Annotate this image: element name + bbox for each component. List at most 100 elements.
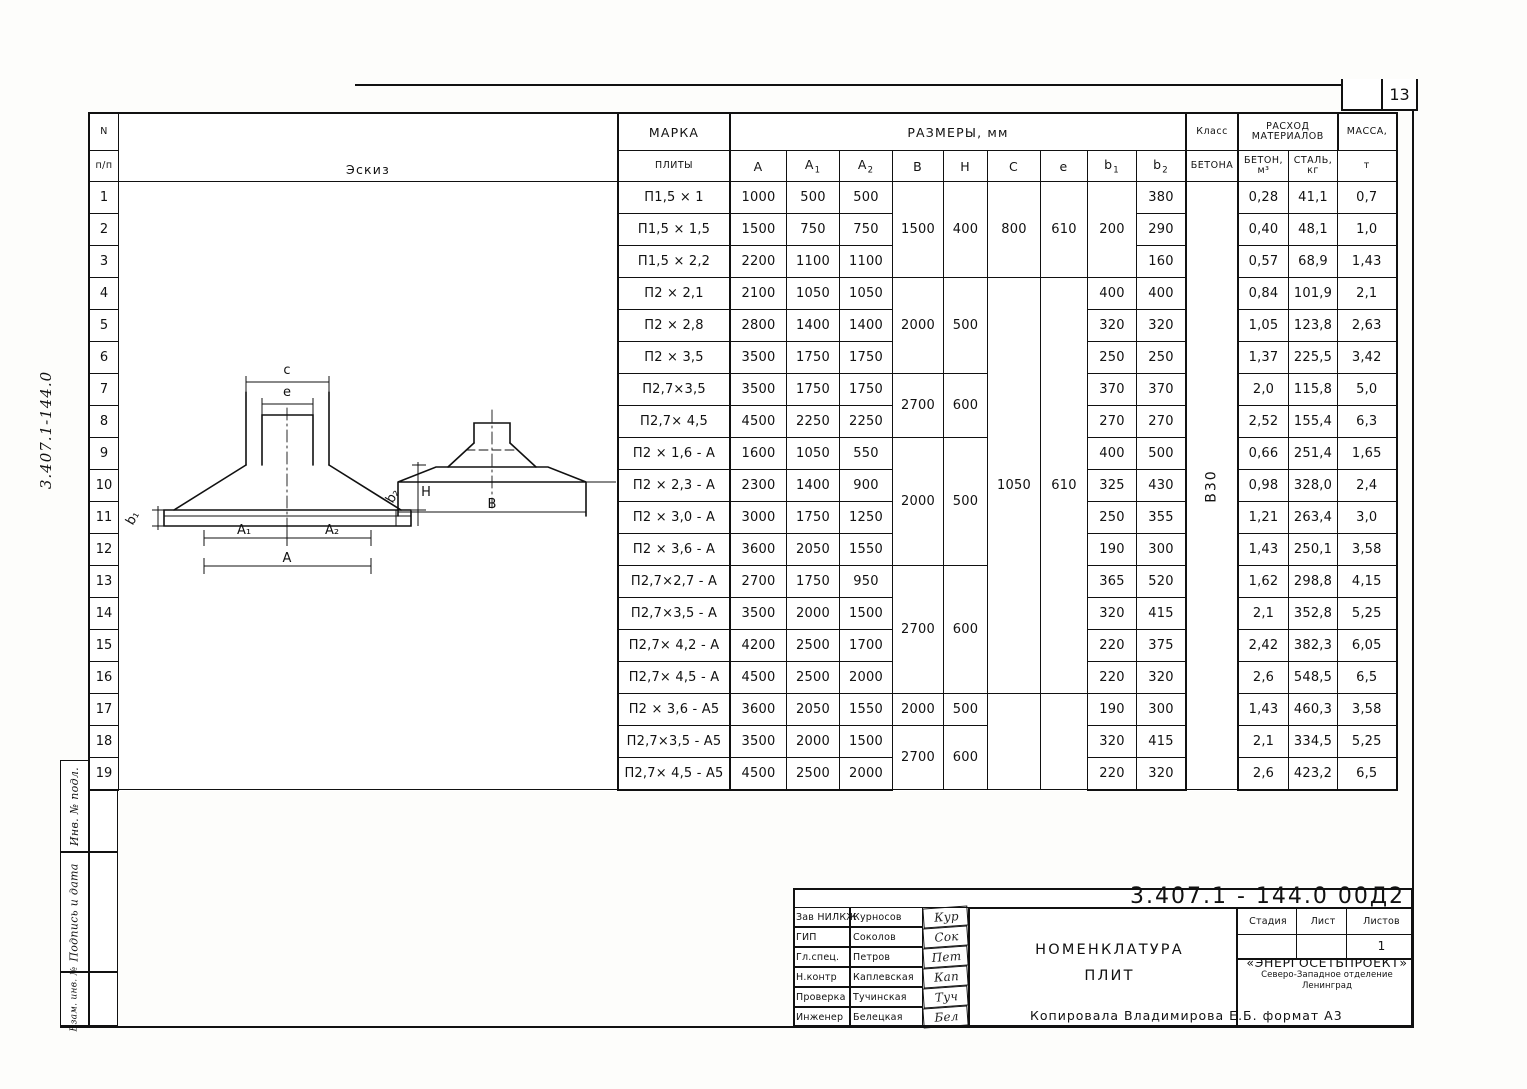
cell-H: 600 [943, 725, 988, 790]
cell-A1: 1100 [786, 245, 840, 278]
cell-np: 15 [88, 629, 119, 662]
th-b2: b2 [1136, 150, 1187, 182]
cell-H: 400 [943, 181, 988, 278]
cell-mass: 3,58 [1337, 533, 1398, 566]
cell-mass: 0,7 [1337, 181, 1398, 214]
table-row: 11 П2 × 3,0 - А 3000 1750 1250 250 355 1,21 263,… [88, 501, 1398, 534]
th-class: Класс [1185, 112, 1239, 151]
cell-np: 7 [88, 373, 119, 406]
cell-A1: 2500 [786, 629, 840, 662]
cell-B: 2000 [892, 437, 944, 566]
cell-b2: 370 [1136, 373, 1187, 406]
table-body: 1 П1,5 × 1 1000 500 500 1500 400 800 610 200 380 В3… [88, 181, 1398, 791]
tb-role-3: Н.контр [793, 967, 850, 987]
cell-A2: 1750 [839, 341, 893, 374]
th-B: B [892, 150, 944, 182]
cell-A2: 750 [839, 213, 893, 246]
tb-name-4: Тучинская [850, 987, 923, 1007]
frame-top-edge [355, 84, 1414, 86]
cell-A2: 1550 [839, 533, 893, 566]
th-mark-sub: ПЛИТЫ [617, 150, 731, 182]
cell-mass: 6,3 [1337, 405, 1398, 438]
cell-steel: 423,2 [1288, 757, 1338, 791]
cell-b2: 290 [1136, 213, 1187, 246]
tb-signature-5: Бел [922, 1005, 969, 1029]
tb-name-5: Белецкая [850, 1007, 923, 1027]
cell-b2: 270 [1136, 405, 1187, 438]
cell-mass: 5,25 [1337, 725, 1398, 758]
cell-B: 2700 [892, 725, 944, 790]
cell-steel: 225,5 [1288, 341, 1338, 374]
cell-A: 4200 [729, 629, 787, 662]
cell-concrete: 1,37 [1237, 341, 1289, 374]
cell-A1: 2500 [786, 757, 840, 791]
tb-name-1: Соколов [850, 927, 923, 947]
table-row: 13 П2,7×2,7 - А 2700 1750 950 2700 600 365 520 1,… [88, 565, 1398, 694]
cell-A2: 1500 [839, 597, 893, 630]
title-block-outline [793, 888, 1413, 1027]
cell-B: 2700 [892, 565, 944, 694]
cell-H: 500 [943, 277, 988, 374]
tb-divider-stage-2 [1346, 907, 1347, 958]
cell-mark: П2,7× 4,2 - А [617, 629, 731, 662]
cell-A2: 1750 [839, 373, 893, 406]
cell-A1: 1400 [786, 309, 840, 342]
organization-city: Ленинград [1301, 980, 1353, 991]
cell-A1: 2250 [786, 405, 840, 438]
cell-A1: 1050 [786, 437, 840, 470]
cell-A: 3500 [729, 725, 787, 758]
cell-b2: 355 [1136, 501, 1187, 534]
title-block: Зав НИЛКЖ Курносов Кур ГИП Соколов Сок Гл.спец… [793, 888, 1413, 1029]
cell-A1: 2050 [786, 533, 840, 566]
cell-b1: 400 [1087, 277, 1137, 310]
cell-np: 18 [88, 725, 119, 758]
th-H: H [943, 150, 988, 182]
cell-steel: 41,1 [1288, 181, 1338, 214]
cell-A2: 2000 [839, 661, 893, 694]
cell-A2: 550 [839, 437, 893, 470]
table-row: 7 П2,7×3,5 3500 1750 1750 2700 600 370 370 2,0 115… [88, 373, 1398, 438]
th-e: e [1040, 150, 1088, 182]
drawing-code-text: 3.407.1-144.0 [37, 370, 56, 490]
cell-steel: 328,0 [1288, 469, 1338, 502]
cell-A: 4500 [729, 405, 787, 438]
cell-e: 610 [1040, 181, 1088, 278]
cell-A1: 2050 [786, 693, 840, 726]
cell-A1: 1400 [786, 469, 840, 502]
stamp-cell-inv: Инв. № подл. [60, 760, 89, 852]
table-row: 19 П2,7× 4,5 - А5 4500 2500 2000 220 320 2,6 423… [88, 757, 1398, 791]
table-row: 8 П2,7× 4,5 4500 2250 2250 270 270 2,52 155,4 6,3 [88, 405, 1398, 438]
cell-mass: 1,43 [1337, 245, 1398, 278]
stage-value [1236, 935, 1298, 957]
cell-mark: П2 × 3,6 - А5 [617, 693, 731, 726]
tb-divider-top [793, 907, 968, 908]
cell-B: 2700 [892, 373, 944, 438]
cell-b2: 500 [1136, 437, 1187, 470]
table-row: 2 П1,5 × 1,5 1500 750 750 290 0,40 48,1 1,0 [88, 213, 1398, 246]
cell-mark: П2,7× 4,5 - А5 [617, 757, 731, 791]
cell-A1: 1750 [786, 341, 840, 374]
cell-A2: 1500 [839, 725, 893, 758]
cell-A: 3500 [729, 341, 787, 374]
stamp-cell-blank-3 [89, 972, 118, 1026]
cell-A: 2300 [729, 469, 787, 502]
cell-mass: 1,0 [1337, 213, 1398, 246]
cell-b1: 190 [1087, 533, 1137, 566]
cell-mark: П2 × 3,0 - А [617, 501, 731, 534]
cell-A: 2700 [729, 565, 787, 598]
cell-concrete: 0,66 [1237, 437, 1289, 470]
cell-b2: 415 [1136, 725, 1187, 758]
cell-b2: 300 [1136, 533, 1187, 566]
cell-steel: 460,3 [1288, 693, 1338, 726]
cell-steel: 155,4 [1288, 405, 1338, 438]
sheet-header: Лист [1310, 915, 1336, 927]
header-row-1: N Эскиз МАРКА РАЗМЕРЫ, мм Класс РАС [88, 112, 1398, 182]
cell-concrete: 0,57 [1237, 245, 1289, 278]
cell-mark: П2 × 2,3 - А [617, 469, 731, 502]
drawing-title: НОМЕНКЛАТУРА ПЛИТ [1022, 937, 1197, 989]
th-materials-group: РАСХОД МАТЕРИАЛОВ [1237, 112, 1338, 151]
table-row: 9 П2 × 1,6 - А 1600 1050 550 2000 500 400 500 0,6… [88, 437, 1398, 566]
cell-steel: 263,4 [1288, 501, 1338, 534]
copier-line: Копировала Владимирова Е.Б. формат А3 [1030, 1008, 1343, 1023]
